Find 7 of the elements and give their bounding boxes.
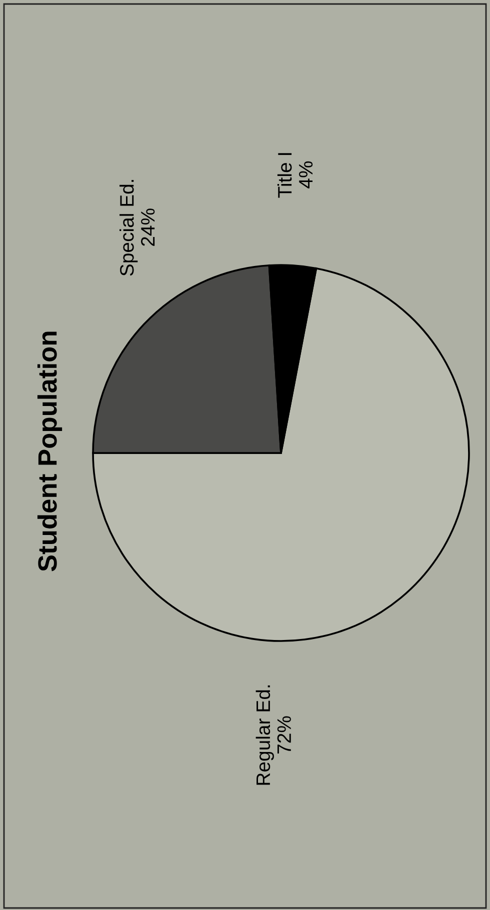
data-label: 72% bbox=[277, 716, 291, 754]
slice-label: Special Ed. bbox=[120, 180, 138, 276]
data-label: 24% bbox=[140, 208, 155, 246]
data-label: 4% bbox=[298, 161, 313, 188]
slice-label: Title I bbox=[277, 153, 292, 198]
text: Student Population bbox=[37, 332, 62, 572]
slice-label: Regular Ed. bbox=[256, 685, 274, 785]
